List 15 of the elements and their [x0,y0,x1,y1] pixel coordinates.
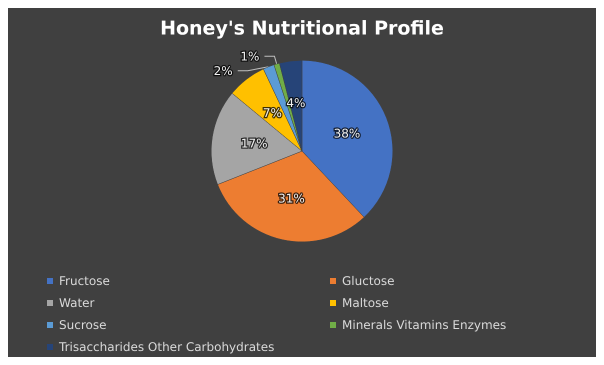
legend-label: Minerals Vitamins Enzymes [342,318,506,332]
legend-label: Water [59,296,95,310]
data-label: 38% [334,126,360,140]
legend-label: Fructose [59,274,110,288]
legend-label: Gluctose [342,274,395,288]
data-label: 4% [286,96,306,110]
legend-label: Maltose [342,296,389,310]
data-label: 7% [262,106,282,120]
data-label: 31% [278,191,305,206]
chart-title: Honey's Nutritional Profile [160,18,444,40]
data-label: 2% [214,64,233,78]
legend-label: Sucrose [59,318,106,332]
legend-label: Trisaccharides Other Carbohydrates [58,340,274,354]
data-label: 17% [240,136,268,151]
data-label: 1% [240,49,260,64]
